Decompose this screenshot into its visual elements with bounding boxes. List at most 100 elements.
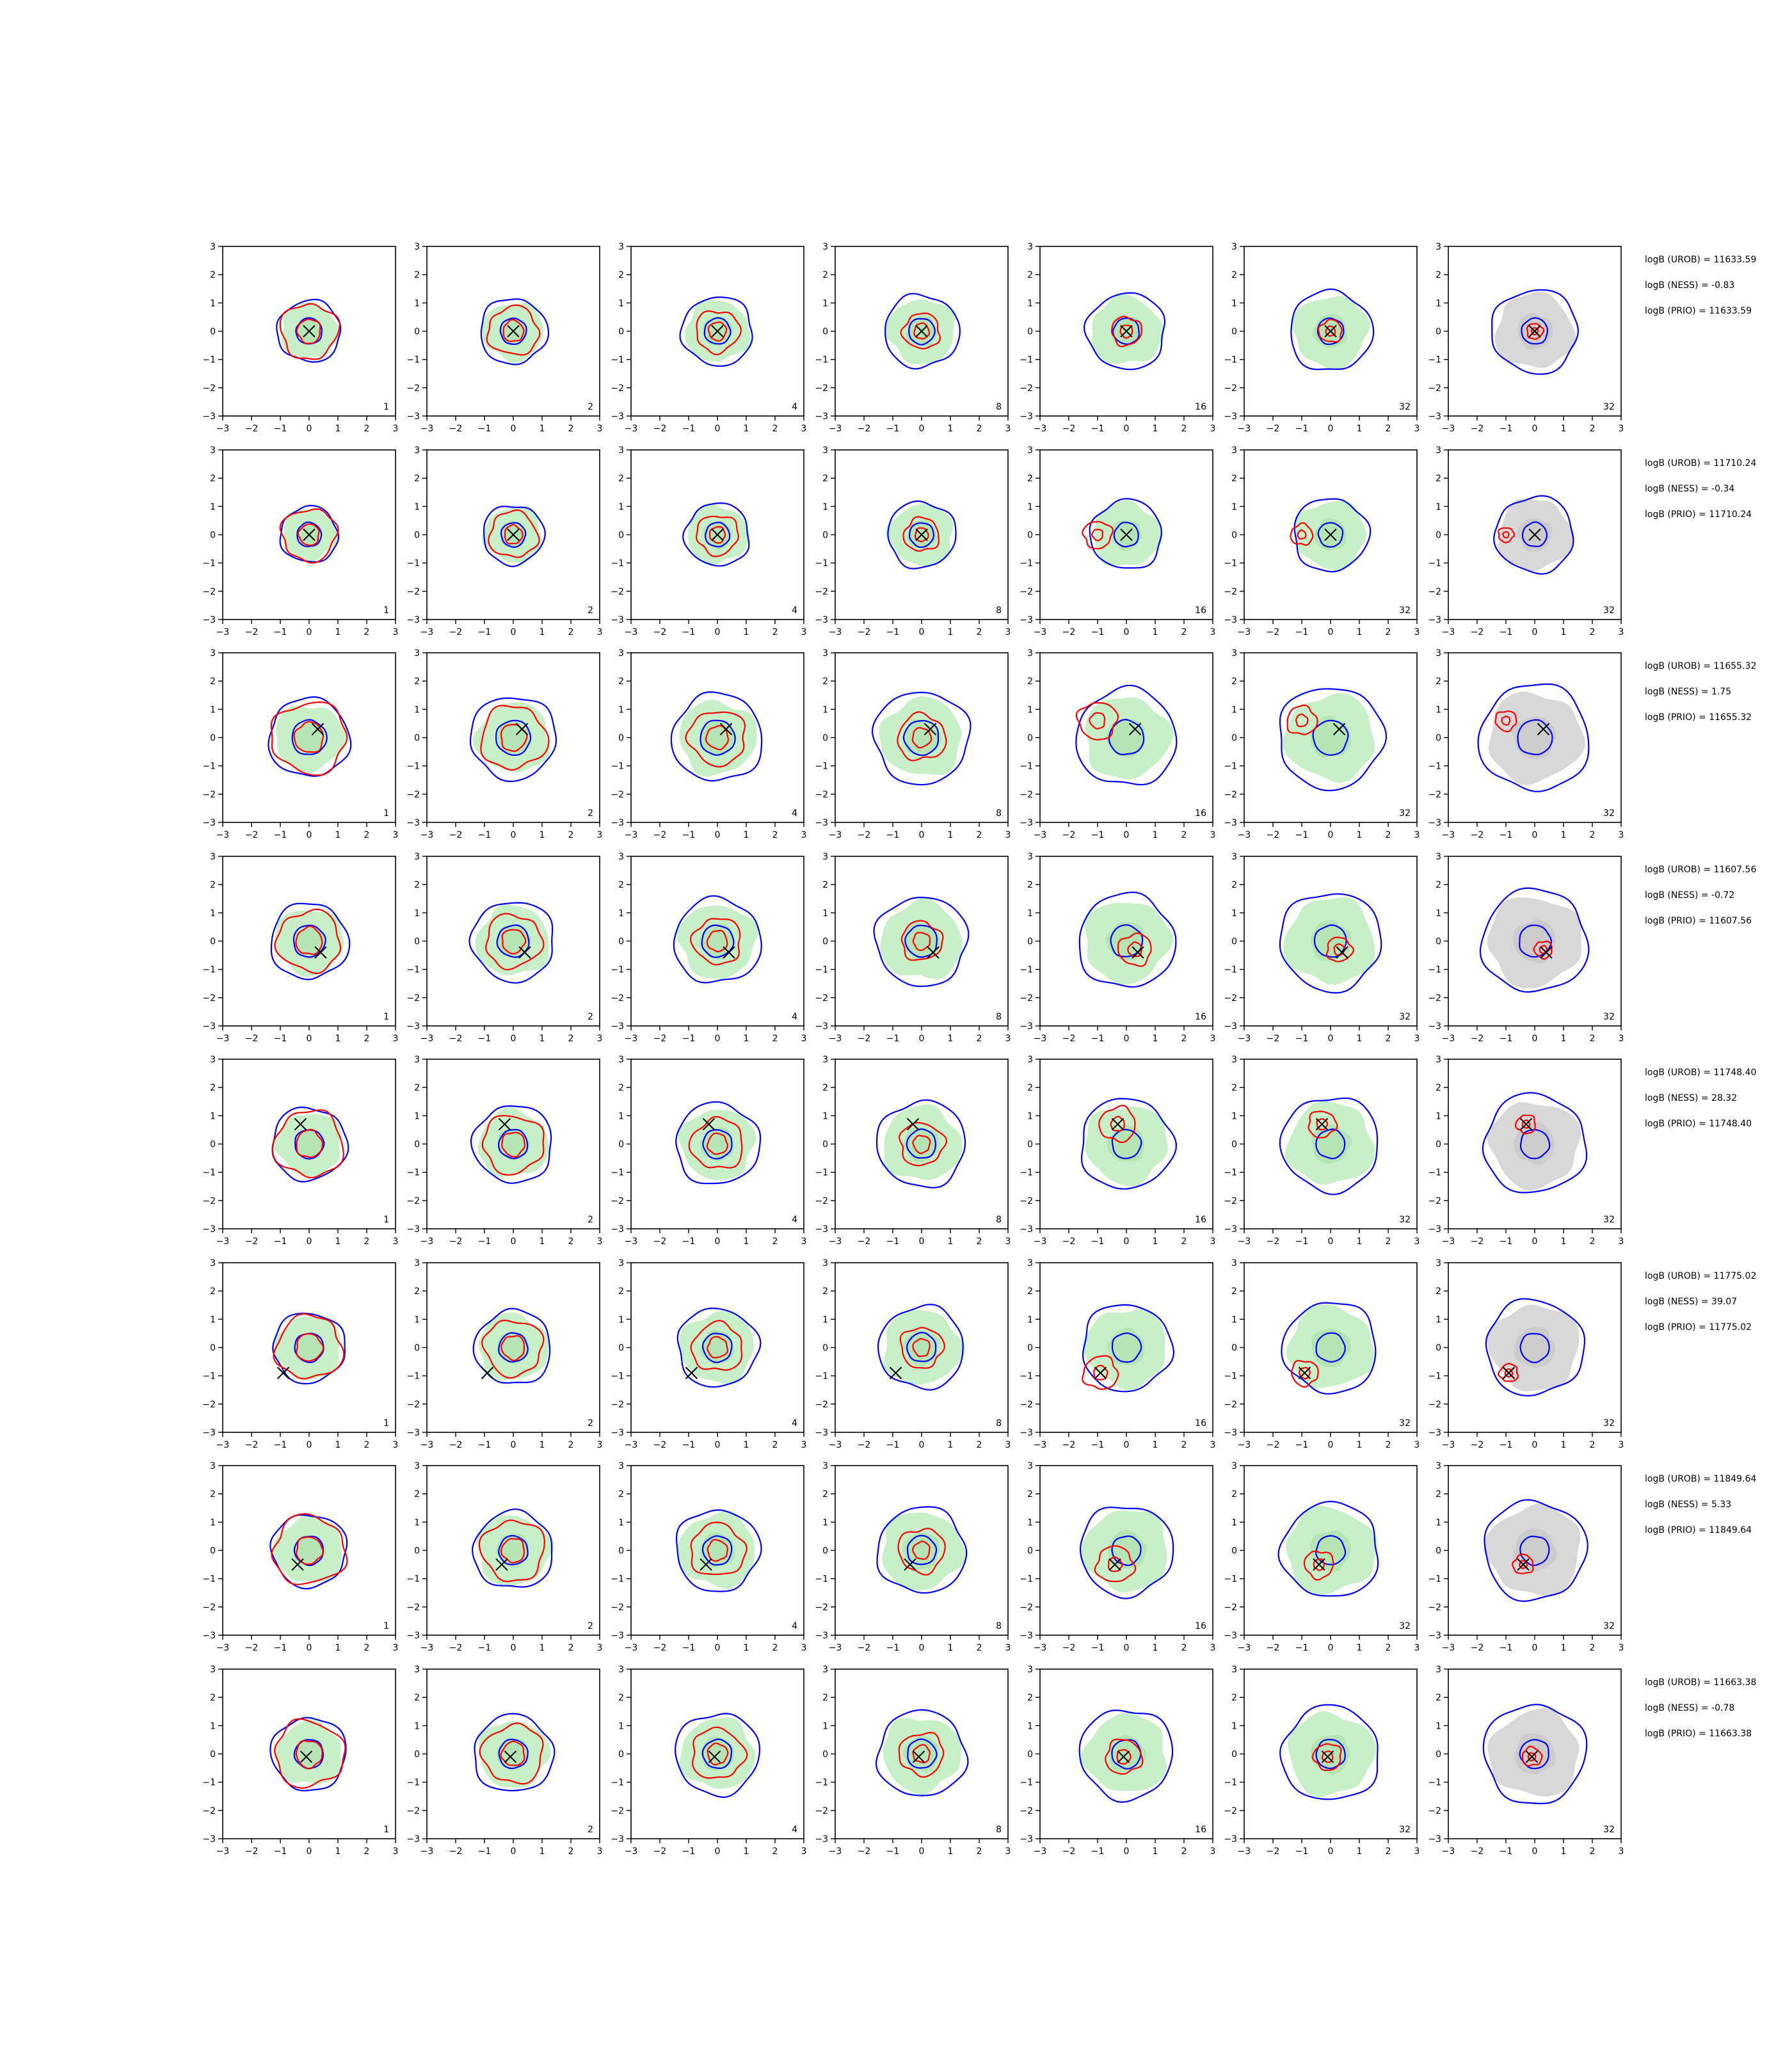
x-tick-label: −3 [1442,1236,1455,1247]
y-tick-label: 1 [618,705,624,715]
x-tick-label: 0 [511,1034,516,1044]
red-inner-contour-line [1295,713,1309,728]
x-tick-label: −3 [1034,424,1047,434]
x-tick-label: 2 [364,627,370,637]
y-tick-label: −1 [202,1778,216,1788]
y-tick-label: −2 [815,993,828,1004]
x-tick-label: −1 [1091,1846,1105,1857]
y-tick-label: −3 [1020,818,1033,828]
panel: −3−3 −2 −2 −1 −1 0 0 1 1 2 2 3 3 1 [202,1665,398,1857]
panel: −3−3 −2 −2 −1 −1 0 0 1 1 2 2 3 3 1 [202,1258,398,1450]
red-outer-contour-line [898,1731,945,1778]
y-tick-label: −1 [611,355,624,365]
x-tick-label: 2 [1386,424,1391,434]
x-tick-label: −1 [274,424,287,434]
x-tick-label: 1 [948,424,954,434]
target-marker [915,528,928,541]
y-tick-label: −3 [611,412,624,422]
target-marker [294,1117,307,1131]
panel-count-label: 1 [383,808,389,819]
panel-count-label: 16 [1195,1825,1206,1835]
x-tick-label: 3 [1005,424,1011,434]
panel: −3−3 −2 −2 −1 −1 0 0 1 1 2 2 3 3 8 [815,852,1011,1044]
y-tick-label: 3 [1231,445,1237,456]
red-outer-contour-line [1291,1359,1319,1388]
x-tick-label: 1 [1357,424,1363,434]
y-tick-label: −2 [1020,587,1033,597]
red-inner-contour-line [504,524,524,545]
outer-contour-line [1082,1304,1175,1393]
red-outer-contour-line [270,701,348,776]
y-tick-label: −1 [611,1168,624,1178]
y-tick-label: −1 [202,1168,216,1178]
x-tick-label: −1 [886,627,900,637]
y-tick-label: 3 [1027,648,1033,659]
x-tick-label: 1 [744,1236,749,1247]
y-tick-label: −3 [202,1224,216,1235]
x-tick-label: 0 [1124,1034,1130,1044]
x-tick-label: 2 [772,1440,778,1450]
x-tick-label: 1 [1357,1846,1363,1857]
x-tick-label: −2 [1471,424,1484,434]
y-tick-label: 2 [1027,676,1033,687]
y-tick-label: −1 [815,1372,828,1382]
y-tick-label: 2 [414,474,420,484]
x-tick-label: −3 [216,1440,230,1450]
y-tick-label: 3 [1436,1258,1441,1268]
inner-contour-line [1312,719,1349,756]
y-tick-label: 0 [1231,1140,1237,1150]
outer-contour-line [675,1101,762,1185]
red-inner-contour-line [295,1740,323,1770]
x-tick-label: 2 [977,1034,982,1044]
row-stat-text: logB (UROB) = 11775.02 [1645,1271,1756,1281]
panel-count-label: 1 [383,1012,389,1022]
y-tick-label: 1 [822,1517,828,1528]
x-tick-label: 0 [919,1846,925,1857]
y-tick-label: 0 [210,531,216,541]
x-tick-label: 0 [919,1440,925,1450]
inner-contour-line [495,719,532,756]
outer-contour-line [1279,1704,1379,1800]
panel: −3−3 −2 −2 −1 −1 0 0 1 1 2 2 3 3 1 [202,445,398,637]
x-tick-label: −1 [682,1643,696,1653]
y-tick-label: 3 [618,1665,624,1675]
y-tick-label: −3 [406,1021,420,1032]
y-tick-label: −1 [815,762,828,772]
row-stat-text: logB (PRIO) = 11849.64 [1645,1525,1752,1535]
panel-count-label: 8 [996,1215,1002,1225]
row-stat-text: logB (UROB) = 11633.59 [1645,255,1756,265]
y-tick-label: 1 [618,1111,624,1121]
x-tick-label: 1 [335,1846,341,1857]
y-tick-label: 0 [210,1546,216,1556]
y-tick-label: −3 [406,1224,420,1235]
y-tick-label: 0 [1027,1546,1033,1556]
x-tick-label: −2 [653,1236,667,1247]
row-stat-text: logB (UROB) = 11849.64 [1645,1474,1756,1484]
outer-contour-line [269,1716,347,1792]
y-tick-label: 2 [1231,1286,1237,1297]
x-tick-label: 0 [511,1643,516,1653]
y-tick-label: 0 [1027,1343,1033,1354]
y-tick-label: 1 [1231,298,1237,308]
y-tick-label: −1 [1224,1168,1237,1178]
y-tick-label: −1 [611,1778,624,1788]
x-tick-label: 3 [801,1034,807,1044]
x-tick-label: −1 [274,1846,287,1857]
y-tick-label: −2 [406,1196,420,1206]
x-tick-label: 2 [1181,1034,1187,1044]
y-tick-label: −1 [1428,1574,1441,1585]
target-marker [1120,324,1133,338]
x-tick-label: 3 [597,1846,603,1857]
y-tick-label: −1 [1428,1168,1441,1178]
red-outer-contour-line [899,1327,945,1369]
y-tick-label: 1 [1436,705,1441,715]
panel-count-label: 16 [1195,1418,1206,1428]
red-inner-contour-line [911,726,932,749]
red-outer-contour-line [478,1519,545,1583]
x-tick-label: 1 [1357,1643,1363,1653]
y-tick-label: 0 [822,327,828,337]
x-tick-label: −3 [829,1236,842,1247]
x-tick-label: 1 [1561,627,1567,637]
inner-contour-line [1315,1535,1347,1565]
target-marker [708,1750,721,1763]
